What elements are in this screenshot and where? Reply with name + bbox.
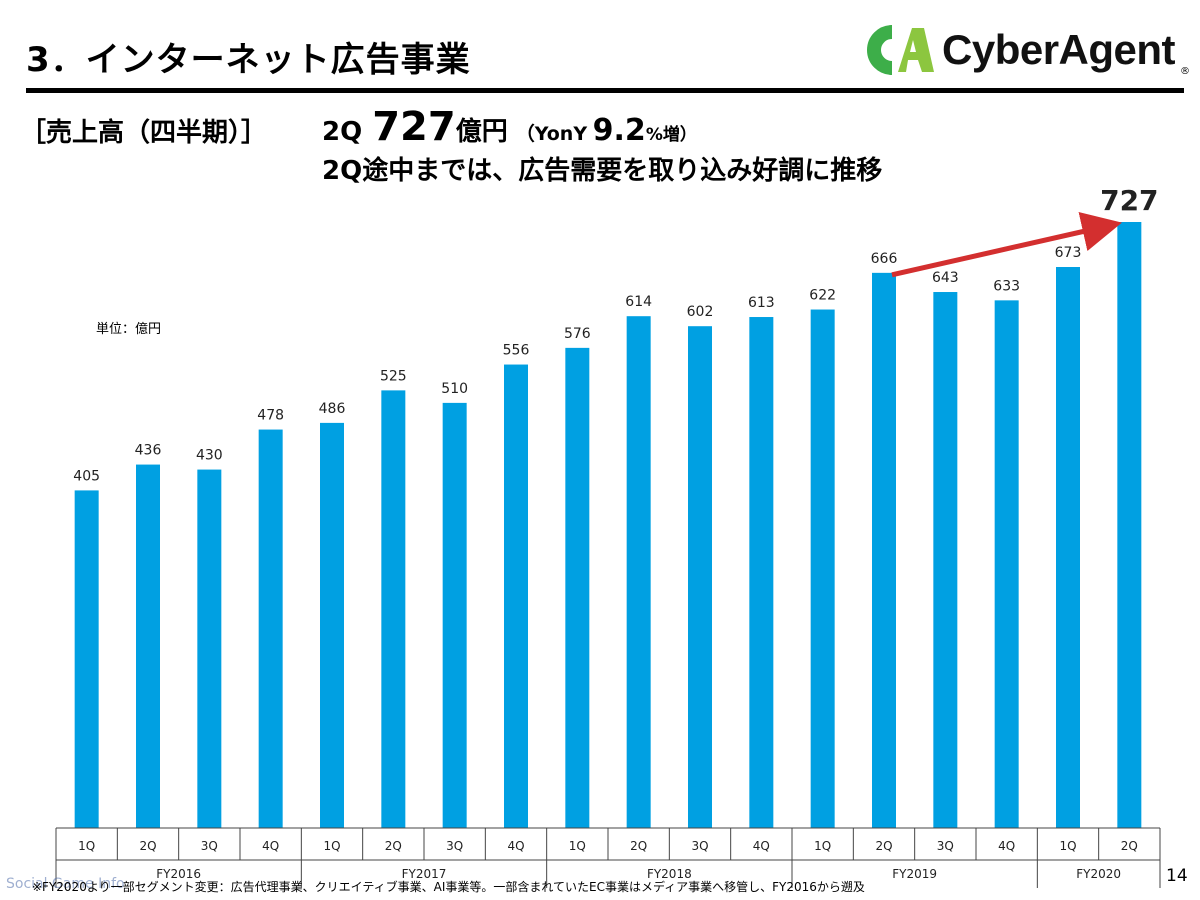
x-tick-label: 1Q xyxy=(323,839,340,853)
bar-18 xyxy=(1117,222,1142,828)
bar-15 xyxy=(933,292,958,828)
title-underline xyxy=(26,88,1184,93)
x-tick-label: 1Q xyxy=(78,839,95,853)
headline-yoy-value: 9.2 xyxy=(592,113,646,148)
bar-4 xyxy=(258,429,283,828)
x-tick-label: 4Q xyxy=(998,839,1015,853)
bar-3 xyxy=(197,469,222,828)
cyberagent-logo: CyberAgent ® xyxy=(862,22,1192,80)
x-tick-label: 1Q xyxy=(814,839,831,853)
x-tick-label: 4Q xyxy=(507,839,524,853)
cyberagent-logo-icon xyxy=(867,25,934,75)
x-tick-label: 4Q xyxy=(753,839,770,853)
x-tick-label: 4Q xyxy=(262,839,279,853)
logo-text: CyberAgent xyxy=(942,26,1176,73)
fiscal-year-label: FY2020 xyxy=(1076,867,1121,881)
bar-value-label: 666 xyxy=(871,251,898,267)
bar-value-label: 643 xyxy=(932,270,959,286)
bar-value-label: 405 xyxy=(73,468,100,484)
fiscal-year-label: FY2018 xyxy=(647,867,692,881)
fiscal-year-label: FY2017 xyxy=(402,867,447,881)
slide-title: 3．インターネット広告事業 xyxy=(26,40,471,80)
bar-value-label: 525 xyxy=(380,368,407,384)
headline-value: 727 xyxy=(372,104,456,150)
bar-value-label: 510 xyxy=(441,381,468,397)
bar-6 xyxy=(381,390,406,828)
bar-value-label: 556 xyxy=(503,343,530,359)
growth-arrow xyxy=(891,212,1122,278)
x-tick-label: 1Q xyxy=(1059,839,1076,853)
logo-registered-mark: ® xyxy=(1180,66,1190,77)
footnote: ※FY2020より一部セグメント変更：広告代理事業、クリエイティブ事業、AI事業… xyxy=(32,880,865,894)
section-label: ［売上高（四半期）］ xyxy=(20,118,268,148)
headline: 2Q 727億円 （YonY 9.2%増） xyxy=(322,104,697,150)
bar-16 xyxy=(994,300,1019,829)
bar-7 xyxy=(442,402,467,828)
bar-value-label: 478 xyxy=(257,408,284,424)
bar-value-label: 602 xyxy=(687,304,714,320)
bar-5 xyxy=(320,422,344,828)
x-tick-label: 1Q xyxy=(569,839,586,853)
fiscal-year-label: FY2019 xyxy=(892,867,937,881)
x-tick-label: 2Q xyxy=(630,839,647,853)
x-tick-label: 3Q xyxy=(201,839,218,853)
x-tick-label: 3Q xyxy=(446,839,463,853)
bar-14 xyxy=(872,272,896,829)
bar-value-label: 633 xyxy=(993,278,1020,294)
headline-unit: 億円 xyxy=(455,117,508,147)
bar-value-label: 576 xyxy=(564,326,591,342)
x-tick-label: 2Q xyxy=(875,839,892,853)
headline-yoy-prefix: （YonY xyxy=(515,123,588,145)
bar-value-label: 486 xyxy=(319,401,346,417)
headline-yoy-suffix: %増） xyxy=(645,125,697,145)
bar-12 xyxy=(749,317,774,828)
bar-11 xyxy=(688,326,712,828)
bar-value-label: 436 xyxy=(135,443,162,459)
bar-9 xyxy=(565,347,590,828)
watermark: Social Game Info xyxy=(6,876,125,892)
bar-8 xyxy=(504,364,528,828)
bar-value-label: 622 xyxy=(809,288,836,304)
x-tick-label: 2Q xyxy=(385,839,402,853)
bar-value-label: 613 xyxy=(748,295,775,311)
bar-value-label: 430 xyxy=(196,448,223,464)
page-number: 14 xyxy=(1166,866,1188,886)
x-tick-label: 2Q xyxy=(139,839,156,853)
headline-quarter: 2Q xyxy=(322,117,363,147)
x-tick-label: 2Q xyxy=(1121,839,1138,853)
bar-2 xyxy=(136,464,160,828)
bar-value-label: 673 xyxy=(1055,245,1082,261)
fiscal-year-label: FY2016 xyxy=(156,867,201,881)
bar-1 xyxy=(74,490,99,828)
subheadline: 2Q途中までは、広告需要を取り込み好調に推移 xyxy=(322,156,883,186)
bar-17 xyxy=(1056,267,1080,828)
x-tick-label: 3Q xyxy=(937,839,954,853)
bar-value-label-highlight: 727 xyxy=(1100,184,1158,217)
unit-label: 単位：億円 xyxy=(96,322,162,337)
bar-13 xyxy=(810,309,835,829)
bar-10 xyxy=(626,316,651,828)
bar-value-label: 614 xyxy=(625,294,652,310)
x-tick-label: 3Q xyxy=(691,839,708,853)
